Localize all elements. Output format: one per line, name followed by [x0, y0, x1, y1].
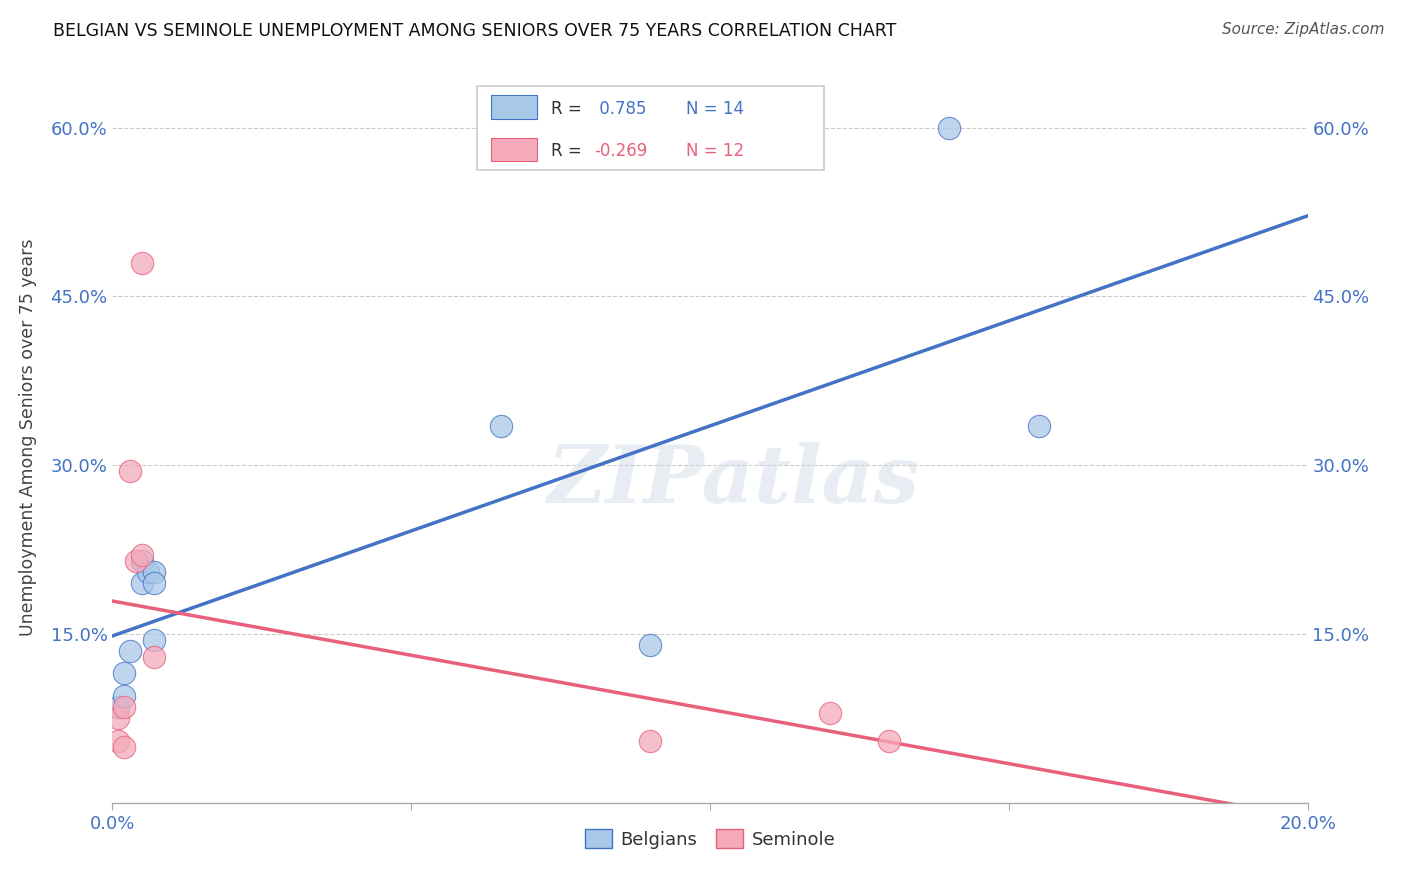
Point [114, 689, 135, 703]
Point [114, 666, 135, 681]
Point [131, 255, 153, 269]
Point [879, 734, 901, 748]
Text: Source: ZipAtlas.com: Source: ZipAtlas.com [1222, 22, 1385, 37]
Point [143, 649, 166, 664]
Text: N = 14: N = 14 [686, 100, 744, 119]
Point [120, 644, 142, 658]
Text: R =: R = [551, 142, 582, 161]
Point [938, 120, 960, 135]
Point [114, 739, 135, 754]
Point [125, 554, 148, 568]
Text: N = 12: N = 12 [686, 142, 744, 161]
Text: -0.269: -0.269 [595, 142, 647, 161]
Point [143, 632, 166, 647]
Point [120, 464, 142, 478]
FancyBboxPatch shape [491, 95, 537, 120]
Y-axis label: Unemployment Among Seniors over 75 years: Unemployment Among Seniors over 75 years [18, 238, 37, 636]
Point [114, 700, 135, 714]
Point [107, 700, 129, 714]
Point [107, 734, 129, 748]
Point [143, 576, 166, 591]
Text: R =: R = [551, 100, 582, 119]
Point [1028, 418, 1050, 433]
Point [107, 711, 129, 725]
Point [138, 565, 160, 579]
Text: ZIPatlas: ZIPatlas [548, 442, 920, 520]
Text: BELGIAN VS SEMINOLE UNEMPLOYMENT AMONG SENIORS OVER 75 YEARS CORRELATION CHART: BELGIAN VS SEMINOLE UNEMPLOYMENT AMONG S… [53, 22, 897, 40]
Point [640, 734, 662, 748]
Point [131, 554, 153, 568]
Point [131, 576, 153, 591]
Point [489, 418, 512, 433]
Legend: Belgians, Seminole: Belgians, Seminole [578, 822, 842, 856]
Point [818, 706, 841, 720]
FancyBboxPatch shape [491, 137, 537, 161]
Point [143, 565, 166, 579]
FancyBboxPatch shape [477, 86, 824, 170]
Point [131, 548, 153, 562]
Text: 0.785: 0.785 [595, 100, 647, 119]
Point [640, 638, 662, 652]
